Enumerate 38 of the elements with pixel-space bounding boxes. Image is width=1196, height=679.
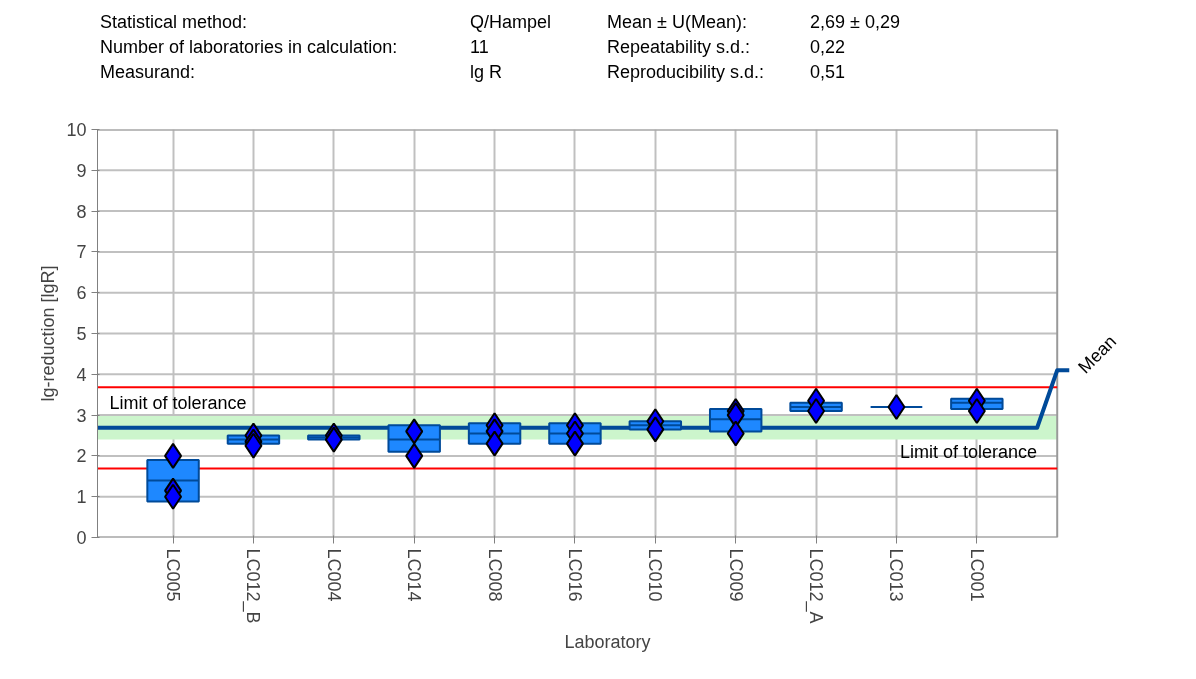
text: Reproducibility s.d.: xyxy=(607,61,765,84)
y-tick-label: 1 xyxy=(76,487,87,508)
text: Q/Hampel xyxy=(470,11,552,34)
y-axis-title: lg-reduction [lgR] xyxy=(38,265,59,402)
text: 2,69 ± 0,29 xyxy=(810,11,900,34)
text: 0,51 xyxy=(810,61,846,84)
y-tick-label: 2 xyxy=(76,446,87,467)
y-tick-label: 5 xyxy=(76,324,87,344)
x-tick-label: LC012_B xyxy=(242,548,264,624)
x-tick-label: LC004 xyxy=(323,548,344,602)
ref-line-label: Limit of tolerance xyxy=(900,442,1038,463)
text: lg R xyxy=(470,61,503,84)
y-tick-label: 3 xyxy=(76,405,87,426)
text: Repeatability s.d.: xyxy=(607,36,751,59)
y-tick-label: 8 xyxy=(76,201,87,222)
y-tick-label: 0 xyxy=(76,528,87,548)
y-tick-label: 10 xyxy=(66,120,87,140)
x-tick-label: LC014 xyxy=(404,548,425,602)
y-tick-label: 4 xyxy=(76,364,87,385)
x-axis-title: Laboratory xyxy=(564,631,651,652)
text: Number of laboratories in calculation: xyxy=(100,36,398,59)
x-tick-label: LC016 xyxy=(564,548,585,602)
y-tick-label: 9 xyxy=(76,160,87,181)
text: 11 xyxy=(470,36,489,59)
text: Statistical method: xyxy=(100,11,248,34)
text: Mean ± U(Mean): xyxy=(607,11,747,34)
x-tick-label: LC009 xyxy=(725,548,746,602)
x-tick-label: LC012_A xyxy=(805,548,827,624)
text: Measurand: xyxy=(100,61,196,84)
text: 0,22 xyxy=(810,36,846,59)
x-tick-label: LC008 xyxy=(484,548,505,602)
x-tick-label: LC005 xyxy=(163,548,184,602)
ref-line-label: Limit of tolerance xyxy=(109,393,247,414)
x-tick-label: LC001 xyxy=(966,548,987,602)
x-tick-label: LC013 xyxy=(886,548,907,602)
y-tick-label: 6 xyxy=(76,283,87,304)
x-tick-label: LC010 xyxy=(645,548,666,602)
y-tick-label: 7 xyxy=(76,242,87,263)
